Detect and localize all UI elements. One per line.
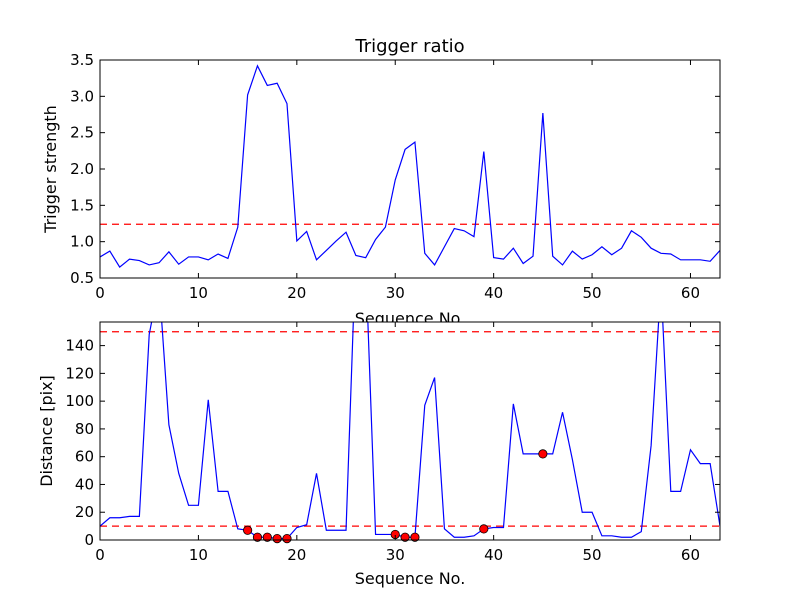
red-marker-point xyxy=(400,532,410,542)
x-tick-label: 20 xyxy=(287,546,306,564)
y-tick-label: 40 xyxy=(75,475,94,493)
red-marker-point xyxy=(252,532,263,542)
top-plot-frame xyxy=(100,60,720,278)
y-tick-label: 1.5 xyxy=(70,196,94,214)
y-tick-label: 3.5 xyxy=(70,51,94,69)
series-line-0-0 xyxy=(100,64,720,268)
series-line-1-0 xyxy=(100,322,720,540)
bottom-x-axis-label: Sequence No. xyxy=(355,569,466,588)
x-tick-label: 40 xyxy=(484,546,503,564)
x-tick-label: 10 xyxy=(189,284,208,302)
distance-panel: 0 10 20 30 40 50 60 0 20 40 60 80 100 120 140 Sequence… xyxy=(37,321,721,588)
y-tick-label: 0 xyxy=(84,531,94,549)
bottom-y-axis-label: Distance [pix] xyxy=(37,375,56,487)
red-marker-point xyxy=(272,534,282,544)
x-tick-label: 0 xyxy=(95,284,105,302)
y-tick-label: 140 xyxy=(65,337,94,355)
red-marker-point xyxy=(262,532,272,542)
x-tick-label: 50 xyxy=(583,284,602,302)
x-tick-label: 40 xyxy=(484,284,503,302)
y-tick-label: 2.0 xyxy=(70,160,94,178)
x-tick-label: 60 xyxy=(681,284,700,302)
chart-title: Trigger ratio xyxy=(354,36,464,57)
y-tick-label: 2.5 xyxy=(70,124,94,142)
x-tick-label: 10 xyxy=(189,546,208,564)
y-tick-label: 20 xyxy=(75,503,94,521)
red-marker-point xyxy=(282,534,292,544)
x-tick-label: 0 xyxy=(95,546,105,564)
bottom-plot-border xyxy=(99,321,721,541)
x-tick-label: 20 xyxy=(287,284,306,302)
y-tick-label: 80 xyxy=(75,420,94,438)
red-marker-point xyxy=(479,524,489,534)
bottom-plot-frame xyxy=(100,322,720,540)
x-tick-label: 30 xyxy=(386,546,405,564)
top-y-axis-label: Trigger strength xyxy=(41,105,60,234)
y-tick-label: 0.5 xyxy=(70,269,94,287)
y-tick-label: 100 xyxy=(65,392,94,410)
x-tick-label: 50 xyxy=(583,546,602,564)
y-tick-label: 120 xyxy=(65,364,94,382)
red-marker-point xyxy=(410,532,420,542)
red-marker-point xyxy=(243,525,253,535)
red-marker-point xyxy=(538,449,548,459)
y-tick-label: 60 xyxy=(75,448,94,466)
trigger-ratio-panel: 0 10 20 30 40 50 60 0.5 1.0 1.5 2.0 2.5 3.0 3.5 Trigg… xyxy=(41,36,721,328)
x-tick-label: 30 xyxy=(386,284,405,302)
y-tick-label: 1.0 xyxy=(70,233,94,251)
x-tick-label: 60 xyxy=(681,546,700,564)
y-tick-label: 3.0 xyxy=(70,87,94,105)
